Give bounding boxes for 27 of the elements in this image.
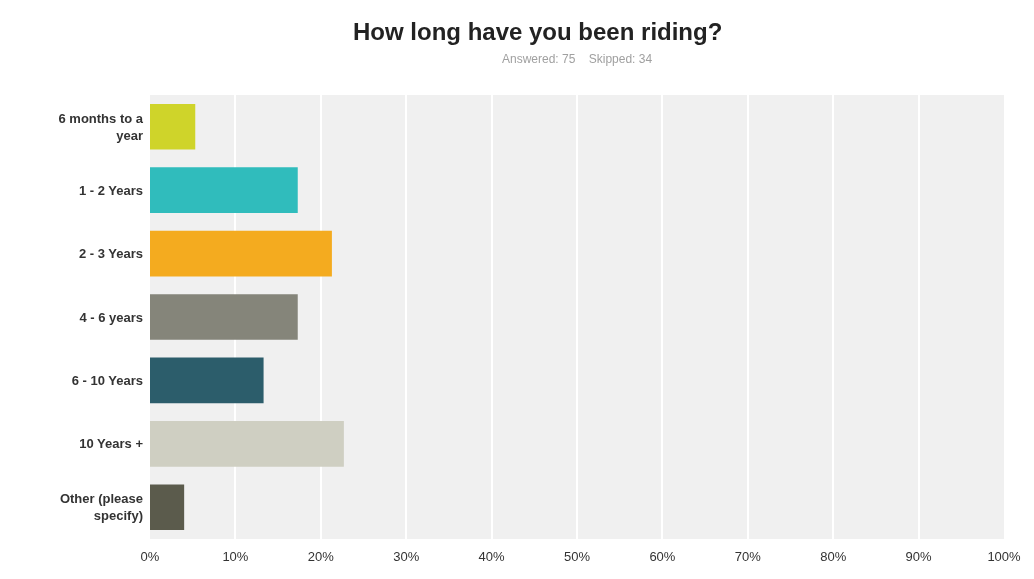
y-tick-label: 6 - 10 Years — [71, 372, 143, 388]
x-tick-label: 80% — [820, 549, 847, 564]
y-tick-label: 1 - 2 Years — [78, 182, 143, 198]
bar — [150, 230, 332, 277]
x-tick-label: 30% — [393, 549, 420, 564]
x-tick-label: 100% — [987, 549, 1022, 564]
y-tick-label: 2 - 3 Years — [78, 246, 143, 262]
y-tick-label: 10 Years + — [79, 436, 144, 452]
bar — [150, 294, 298, 340]
x-tick-label: 50% — [563, 549, 591, 564]
y-tick-label: 4 - 6 years — [79, 309, 143, 325]
x-tick-label: 70% — [734, 549, 762, 564]
chart-subtitle: Answered: 75 Skipped: 34 — [502, 52, 653, 66]
bar — [150, 357, 264, 404]
x-tick-label: 20% — [307, 549, 335, 564]
bar — [150, 103, 196, 150]
bar — [150, 484, 185, 531]
x-tick-label: 40% — [478, 549, 506, 564]
bar — [150, 421, 344, 467]
y-tick-label: Other (please specify) — [59, 491, 143, 524]
x-tick-label: 0% — [140, 549, 160, 564]
bar — [150, 167, 298, 213]
x-tick-label: 90% — [905, 549, 933, 564]
chart-title: How long have you been riding? — [353, 17, 723, 45]
x-tick-label: 10% — [222, 549, 249, 564]
y-tick-label: 6 months to a year — [58, 110, 144, 143]
x-tick-label: 60% — [649, 549, 676, 564]
